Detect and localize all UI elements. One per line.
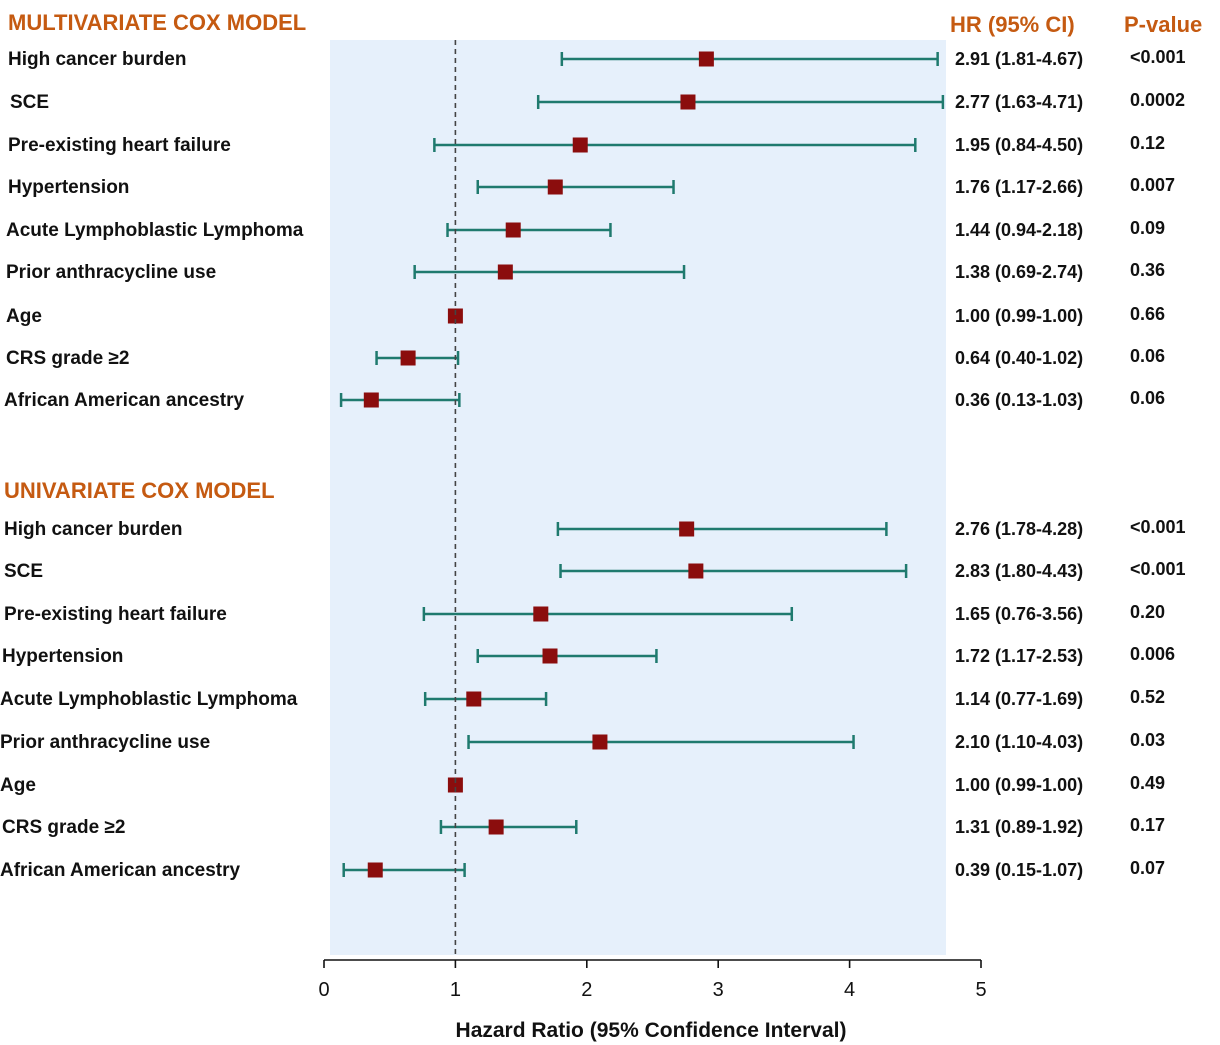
univariate-row-2-hr-ci: 2.83 (1.80-4.43) [955,561,1083,581]
multivariate-row-2-label: SCE [10,92,49,113]
univariate-row-8-label: CRS grade ≥2 [2,817,125,838]
multivariate-row-9-p-value: 0.06 [1130,388,1165,408]
univariate-row-7-hr-ci: 1.00 (0.99-1.00) [955,775,1083,795]
x-tick-label-1: 1 [450,979,461,1001]
univariate-row-3-p-value: 0.20 [1130,602,1165,622]
multivariate-row-3-hr-marker [572,137,588,153]
plot-panel-background [330,40,946,955]
univariate-row-3-label: Pre-existing heart failure [4,604,227,625]
univariate-row-2-label: SCE [4,561,43,582]
multivariate-row-4-label: Hypertension [8,177,129,198]
multivariate-row-2-hr-marker [680,94,696,110]
x-axis-title: Hazard Ratio (95% Confidence Interval) [456,1019,847,1042]
univariate-row-1-hr-marker [679,521,695,537]
multivariate-row-4-p-value: 0.007 [1130,175,1175,195]
hr-column-header: HR (95% CI) [950,12,1075,37]
univariate-row-5-hr-marker [466,691,482,707]
univariate-row-4-hr-ci: 1.72 (1.17-2.53) [955,646,1083,666]
univariate-row-4-label: Hypertension [2,646,123,667]
multivariate-row-1-hr-marker [698,51,714,67]
multivariate-row-9-hr-marker [363,392,379,408]
univariate-row-4-p-value: 0.006 [1130,644,1175,664]
univariate-row-5-label: Acute Lymphoblastic Lymphoma [0,689,298,710]
multivariate-row-4-hr-ci: 1.76 (1.17-2.66) [955,177,1083,197]
x-tick-label-0: 0 [318,979,329,1001]
x-tick-label-4: 4 [844,979,855,1001]
univariate-row-5-p-value: 0.52 [1130,687,1165,707]
multivariate-row-7-hr-ci: 1.00 (0.99-1.00) [955,306,1083,326]
univariate-row-7-p-value: 0.49 [1130,773,1165,793]
multivariate-row-1-p-value: <0.001 [1130,47,1186,67]
univariate-row-4-hr-marker [542,648,558,664]
multivariate-row-9-label: African American ancestry [4,390,245,411]
row-labels: High cancer burden 2.91 (1.81-4.67) <0.001… [0,47,1186,881]
multivariate-row-8-hr-marker [400,350,416,366]
x-axis: 0 1 2 3 4 5 [318,959,987,1001]
univariate-row-2-hr-marker [688,563,704,579]
univariate-row-6-hr-marker [592,734,608,750]
multivariate-row-4-hr-marker [547,179,563,195]
x-tick-label-5: 5 [975,979,986,1001]
univariate-row-2-p-value: <0.001 [1130,559,1186,579]
univariate-row-1-label: High cancer burden [4,519,182,540]
multivariate-row-5-hr-ci: 1.44 (0.94-2.18) [955,220,1083,240]
multivariate-row-7-label: Age [6,306,42,327]
multivariate-row-3-p-value: 0.12 [1130,133,1165,153]
multivariate-row-1-label: High cancer burden [8,49,186,70]
multivariate-row-6-p-value: 0.36 [1130,260,1165,280]
multivariate-row-9-hr-ci: 0.36 (0.13-1.03) [955,390,1083,410]
univariate-row-8-hr-marker [488,819,504,835]
multivariate-row-6-hr-ci: 1.38 (0.69-2.74) [955,262,1083,282]
multivariate-row-8-label: CRS grade ≥2 [6,348,129,369]
univariate-row-9-label: African American ancestry [0,860,241,881]
x-tick-label-2: 2 [581,979,592,1001]
multivariate-row-5-label: Acute Lymphoblastic Lymphoma [6,220,304,241]
multivariate-section-title: MULTIVARIATE COX MODEL [8,10,306,35]
univariate-row-3-hr-ci: 1.65 (0.76-3.56) [955,604,1083,624]
multivariate-row-3-hr-ci: 1.95 (0.84-4.50) [955,135,1083,155]
multivariate-row-7-hr-marker [447,308,463,324]
univariate-row-6-label: Prior anthracycline use [0,732,210,753]
univariate-row-9-hr-ci: 0.39 (0.15-1.07) [955,860,1083,880]
multivariate-row-5-p-value: 0.09 [1130,218,1165,238]
univariate-row-7-hr-marker [447,777,463,793]
univariate-row-8-hr-ci: 1.31 (0.89-1.92) [955,817,1083,837]
univariate-row-6-hr-ci: 2.10 (1.10-4.03) [955,732,1083,752]
multivariate-row-7-p-value: 0.66 [1130,304,1165,324]
univariate-section-title: UNIVARIATE COX MODEL [4,478,275,503]
univariate-row-5-hr-ci: 1.14 (0.77-1.69) [955,689,1083,709]
univariate-row-6-p-value: 0.03 [1130,730,1165,750]
multivariate-row-2-hr-ci: 2.77 (1.63-4.71) [955,92,1083,112]
univariate-row-1-hr-ci: 2.76 (1.78-4.28) [955,519,1083,539]
multivariate-row-6-label: Prior anthracycline use [6,262,216,283]
forest-marks [339,51,945,878]
univariate-row-8-p-value: 0.17 [1130,815,1165,835]
p-value-column-header: P-value [1124,12,1202,37]
multivariate-row-6-hr-marker [497,264,513,280]
multivariate-row-2-p-value: 0.0002 [1130,90,1185,110]
multivariate-row-3-label: Pre-existing heart failure [8,135,231,156]
x-tick-label-3: 3 [713,979,724,1001]
univariate-row-7-label: Age [0,775,36,796]
multivariate-row-8-hr-ci: 0.64 (0.40-1.02) [955,348,1083,368]
multivariate-row-5-hr-marker [505,222,521,238]
multivariate-row-8-p-value: 0.06 [1130,346,1165,366]
univariate-row-3-hr-marker [533,606,549,622]
univariate-row-9-hr-marker [367,862,383,878]
univariate-row-9-p-value: 0.07 [1130,858,1165,878]
univariate-row-1-p-value: <0.001 [1130,517,1186,537]
multivariate-row-1-hr-ci: 2.91 (1.81-4.67) [955,49,1083,69]
